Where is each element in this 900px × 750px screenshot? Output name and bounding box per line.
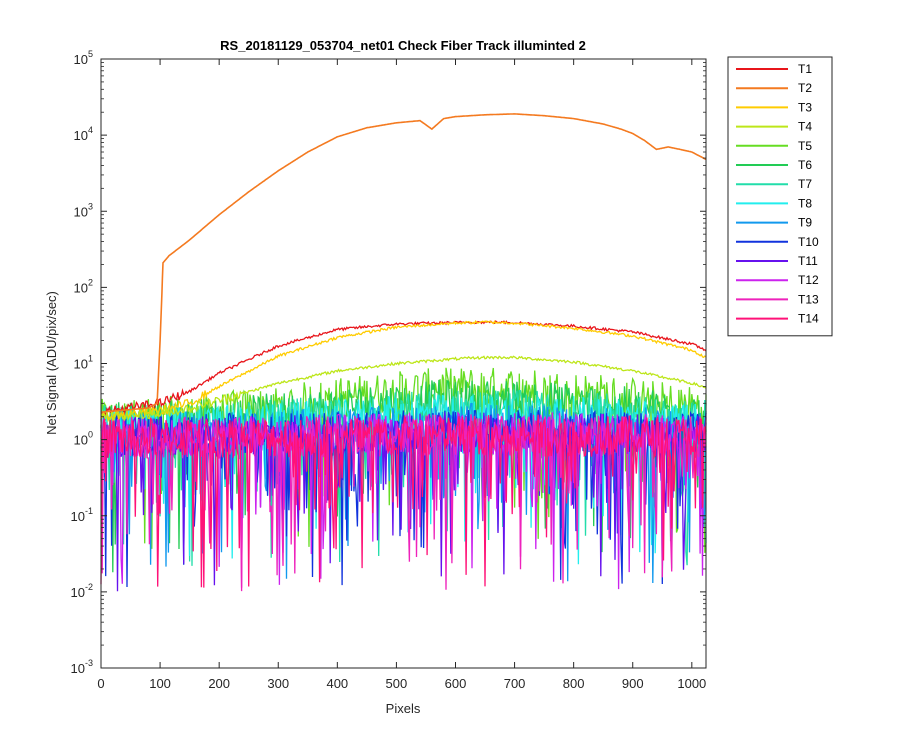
- series-line-t2: [100, 113, 707, 413]
- legend-label-t2: T2: [798, 81, 812, 95]
- legend-label-t4: T4: [798, 120, 812, 134]
- legend-label-t7: T7: [798, 177, 812, 191]
- x-tick-label: 100: [149, 676, 171, 691]
- x-tick-label: 700: [504, 676, 526, 691]
- x-tick-label: 500: [386, 676, 408, 691]
- legend-label-t9: T9: [798, 216, 812, 230]
- legend-label-t14: T14: [798, 312, 819, 326]
- x-tick-label: 900: [622, 676, 644, 691]
- x-tick-label: 400: [326, 676, 348, 691]
- series-line-t4: [100, 355, 707, 422]
- y-axis-label: Net Signal (ADU/pix/sec): [44, 291, 59, 435]
- y-tick-label: 100: [74, 430, 93, 448]
- x-tick-label: 200: [208, 676, 230, 691]
- x-tick-label: 800: [563, 676, 585, 691]
- legend-label-t1: T1: [798, 62, 812, 76]
- x-tick-label: 0: [97, 676, 104, 691]
- series-line-t1: [100, 320, 707, 419]
- legend-label-t13: T13: [798, 292, 819, 306]
- x-tick-label: 1000: [677, 676, 706, 691]
- legend-label-t12: T12: [798, 273, 819, 287]
- legend[interactable]: T1 T2 T3 T4 T5 T6 T7 T8 T9 T10 T11 T12 T13 T14: [727, 56, 833, 337]
- chart-title: RS_20181129_053704_net01 Check Fiber Tra…: [220, 38, 586, 53]
- y-tick-label: 10-1: [71, 506, 93, 524]
- legend-box: [727, 56, 833, 337]
- y-tick-label: 105: [74, 49, 93, 67]
- x-tick-label: 300: [267, 676, 289, 691]
- y-tick-label: 102: [74, 277, 93, 295]
- x-axis: 0 100 200 300 400 500 600 700 800 900 1000: [97, 59, 706, 691]
- legend-label-t8: T8: [798, 196, 812, 210]
- legend-label-t11: T11: [798, 254, 818, 268]
- x-tick-label: 600: [445, 676, 467, 691]
- x-axis-label: Pixels: [386, 701, 421, 716]
- y-tick-label: 104: [74, 125, 93, 143]
- legend-label-t5: T5: [798, 139, 812, 153]
- legend-label-t10: T10: [798, 235, 819, 249]
- legend-label-t3: T3: [798, 100, 812, 114]
- series-line-t3: [100, 320, 707, 423]
- y-tick-label: 10-3: [71, 658, 93, 676]
- legend-label-t6: T6: [798, 158, 812, 172]
- y-tick-label: 103: [74, 201, 93, 219]
- plot-lines: [100, 113, 707, 592]
- series-line-t14: [100, 414, 707, 588]
- y-axis: 10-3 10-2 10-1 100 101 102 103 104 105: [71, 49, 706, 676]
- y-tick-label: 10-2: [71, 582, 93, 600]
- y-tick-label: 101: [74, 354, 93, 372]
